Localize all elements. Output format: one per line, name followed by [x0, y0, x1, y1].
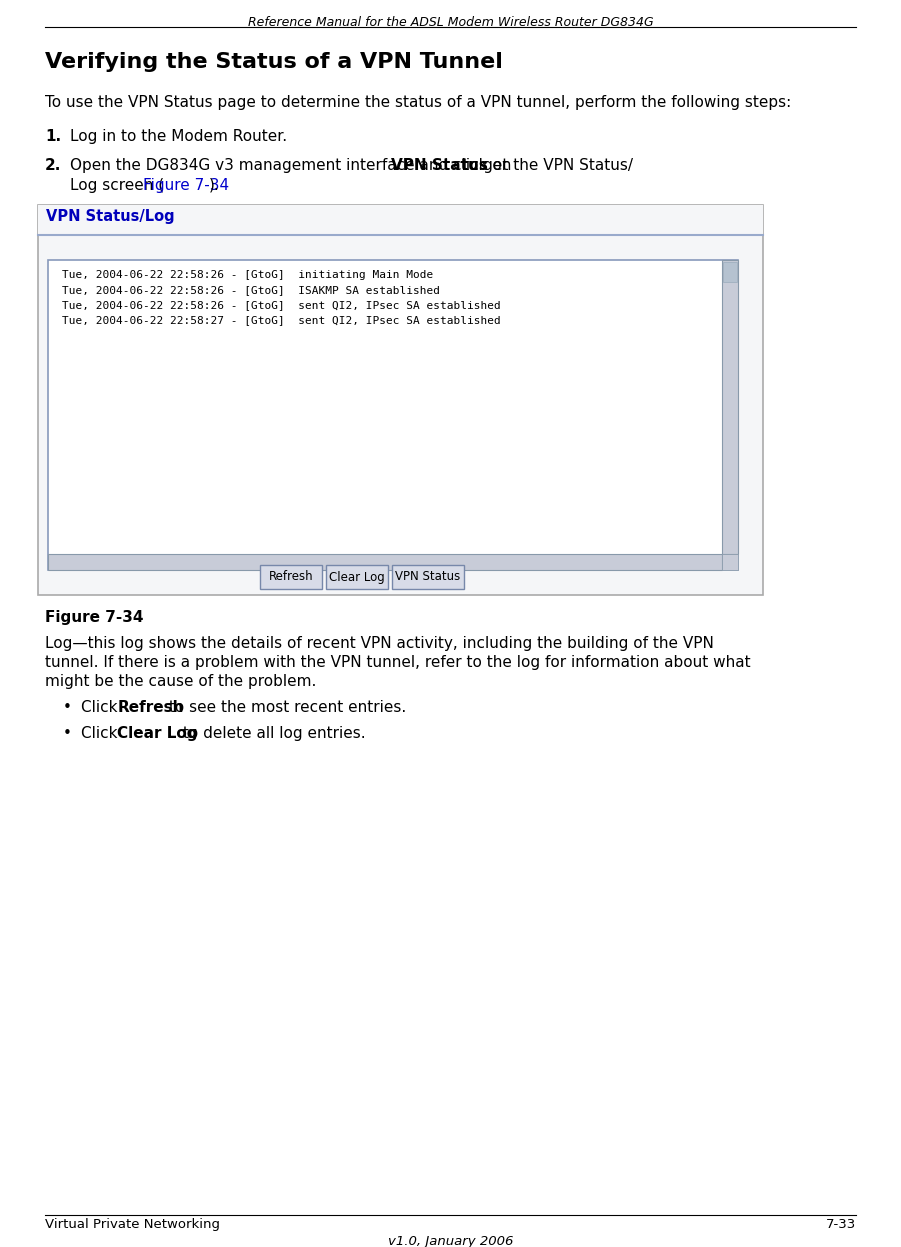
Text: Clear Log: Clear Log [117, 726, 198, 741]
Text: Click: Click [81, 700, 123, 715]
Text: Figure 7-34: Figure 7-34 [45, 610, 143, 625]
Text: to get the VPN Status/: to get the VPN Status/ [458, 158, 633, 173]
Text: tunnel. If there is a problem with the VPN tunnel, refer to the log for informat: tunnel. If there is a problem with the V… [45, 655, 751, 670]
Text: Click: Click [81, 726, 123, 741]
Text: Virtual Private Networking: Virtual Private Networking [45, 1218, 220, 1231]
Bar [48, 554, 722, 570]
Text: •: • [63, 726, 72, 741]
Text: to see the most recent entries.: to see the most recent entries. [164, 700, 406, 715]
Bar [722, 261, 738, 554]
Text: Figure 7-34: Figure 7-34 [142, 178, 229, 193]
Bar [260, 565, 322, 589]
Text: Tue, 2004-06-22 22:58:27 - [GtoG]  sent QI2, IPsec SA established: Tue, 2004-06-22 22:58:27 - [GtoG] sent Q… [62, 315, 501, 325]
Text: 7-33: 7-33 [825, 1218, 856, 1231]
Text: might be the cause of the problem.: might be the cause of the problem. [45, 673, 316, 690]
Text: To use the VPN Status page to determine the status of a VPN tunnel, perform the : To use the VPN Status page to determine … [45, 95, 791, 110]
Text: to delete all log entries.: to delete all log entries. [177, 726, 365, 741]
Text: Tue, 2004-06-22 22:58:26 - [GtoG]  initiating Main Mode: Tue, 2004-06-22 22:58:26 - [GtoG] initia… [62, 271, 433, 281]
Text: Reference Manual for the ADSL Modem Wireless Router DG834G: Reference Manual for the ADSL Modem Wire… [248, 16, 653, 29]
Text: Log in to the Modem Router.: Log in to the Modem Router. [70, 128, 287, 143]
Bar [38, 205, 763, 595]
Text: VPN Status: VPN Status [391, 158, 487, 173]
Text: Log screen (: Log screen ( [70, 178, 164, 193]
Bar [48, 261, 738, 570]
Bar [722, 554, 738, 570]
Text: Refresh: Refresh [268, 570, 314, 584]
Text: Tue, 2004-06-22 22:58:26 - [GtoG]  ISAKMP SA established: Tue, 2004-06-22 22:58:26 - [GtoG] ISAKMP… [62, 286, 440, 296]
Text: ).: ). [209, 178, 220, 193]
Text: VPN Status/Log: VPN Status/Log [46, 209, 175, 224]
Text: •: • [63, 700, 72, 715]
Text: 2.: 2. [45, 158, 61, 173]
Bar [392, 565, 464, 589]
Text: Clear Log: Clear Log [329, 570, 385, 584]
Text: Log—this log shows the details of recent VPN activity, including the building of: Log—this log shows the details of recent… [45, 636, 714, 651]
Text: v1.0, January 2006: v1.0, January 2006 [387, 1235, 514, 1247]
Bar [326, 565, 388, 589]
Bar [723, 262, 737, 282]
Text: 1.: 1. [45, 128, 61, 143]
Text: Tue, 2004-06-22 22:58:26 - [GtoG]  sent QI2, IPsec SA established: Tue, 2004-06-22 22:58:26 - [GtoG] sent Q… [62, 301, 501, 311]
Text: Open the DG834G v3 management interface and click on: Open the DG834G v3 management interface … [70, 158, 516, 173]
Text: VPN Status: VPN Status [396, 570, 460, 584]
Text: Verifying the Status of a VPN Tunnel: Verifying the Status of a VPN Tunnel [45, 52, 503, 72]
Bar [38, 205, 763, 234]
Text: Refresh: Refresh [117, 700, 184, 715]
